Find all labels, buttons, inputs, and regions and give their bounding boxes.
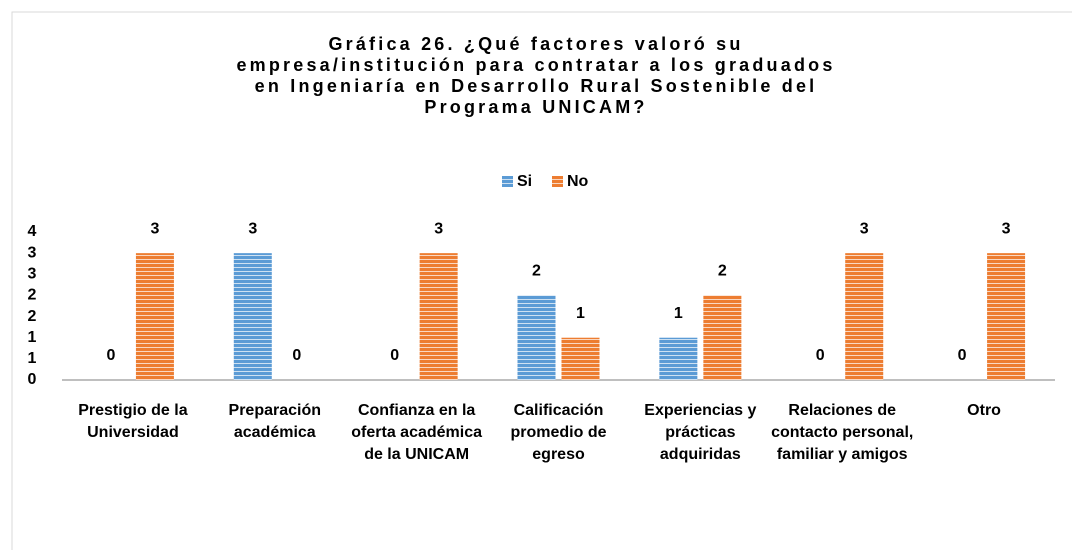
legend-swatch xyxy=(502,176,513,187)
y-tick-label: 3 xyxy=(28,266,37,283)
data-label: 0 xyxy=(106,347,115,364)
bar xyxy=(659,337,698,380)
y-tick-label: 1 xyxy=(28,350,37,367)
x-tick-label: Confianza en la oferta académica de la U… xyxy=(351,402,482,463)
bar xyxy=(517,295,556,380)
x-tick-label: Experiencias y prácticas adquiridas xyxy=(644,402,757,463)
data-label: 3 xyxy=(860,220,869,237)
bar xyxy=(561,337,600,380)
y-tick-label: 2 xyxy=(28,308,37,325)
data-label: 0 xyxy=(816,347,825,364)
bar xyxy=(419,253,458,380)
y-tick-label: 2 xyxy=(28,287,37,304)
data-label: 0 xyxy=(958,347,967,364)
y-tick-label: 3 xyxy=(28,244,37,261)
legend-label: No xyxy=(567,173,589,190)
bar xyxy=(135,253,174,380)
data-label: 2 xyxy=(532,263,541,280)
y-tick-label: 0 xyxy=(28,371,37,388)
data-label: 1 xyxy=(576,305,585,322)
x-tick-label: Relaciones de contacto personal, familia… xyxy=(771,402,914,463)
chart-border xyxy=(11,11,1072,550)
data-label: 2 xyxy=(718,263,727,280)
y-tick-label: 4 xyxy=(28,223,37,240)
legend-swatch xyxy=(552,176,563,187)
legend-label: Si xyxy=(517,173,532,190)
data-label: 3 xyxy=(248,220,257,237)
x-tick-label: Otro xyxy=(967,402,1001,419)
data-label: 1 xyxy=(674,305,683,322)
bar xyxy=(845,253,884,380)
data-label: 3 xyxy=(1002,220,1011,237)
bar xyxy=(703,295,742,380)
x-tick-label: Prestigio de la Universidad xyxy=(78,402,188,441)
x-tick-label: Calificación promedio de egreso xyxy=(510,402,607,463)
bar xyxy=(233,253,272,380)
data-label: 3 xyxy=(150,220,159,237)
chart-title: Gráfica 26. ¿Qué factores valoró su empr… xyxy=(236,34,836,117)
data-label: 0 xyxy=(390,347,399,364)
bar xyxy=(987,253,1026,380)
x-tick-label: Preparación académica xyxy=(228,402,322,441)
data-label: 0 xyxy=(292,347,301,364)
data-label: 3 xyxy=(434,220,443,237)
y-tick-label: 1 xyxy=(28,329,37,346)
